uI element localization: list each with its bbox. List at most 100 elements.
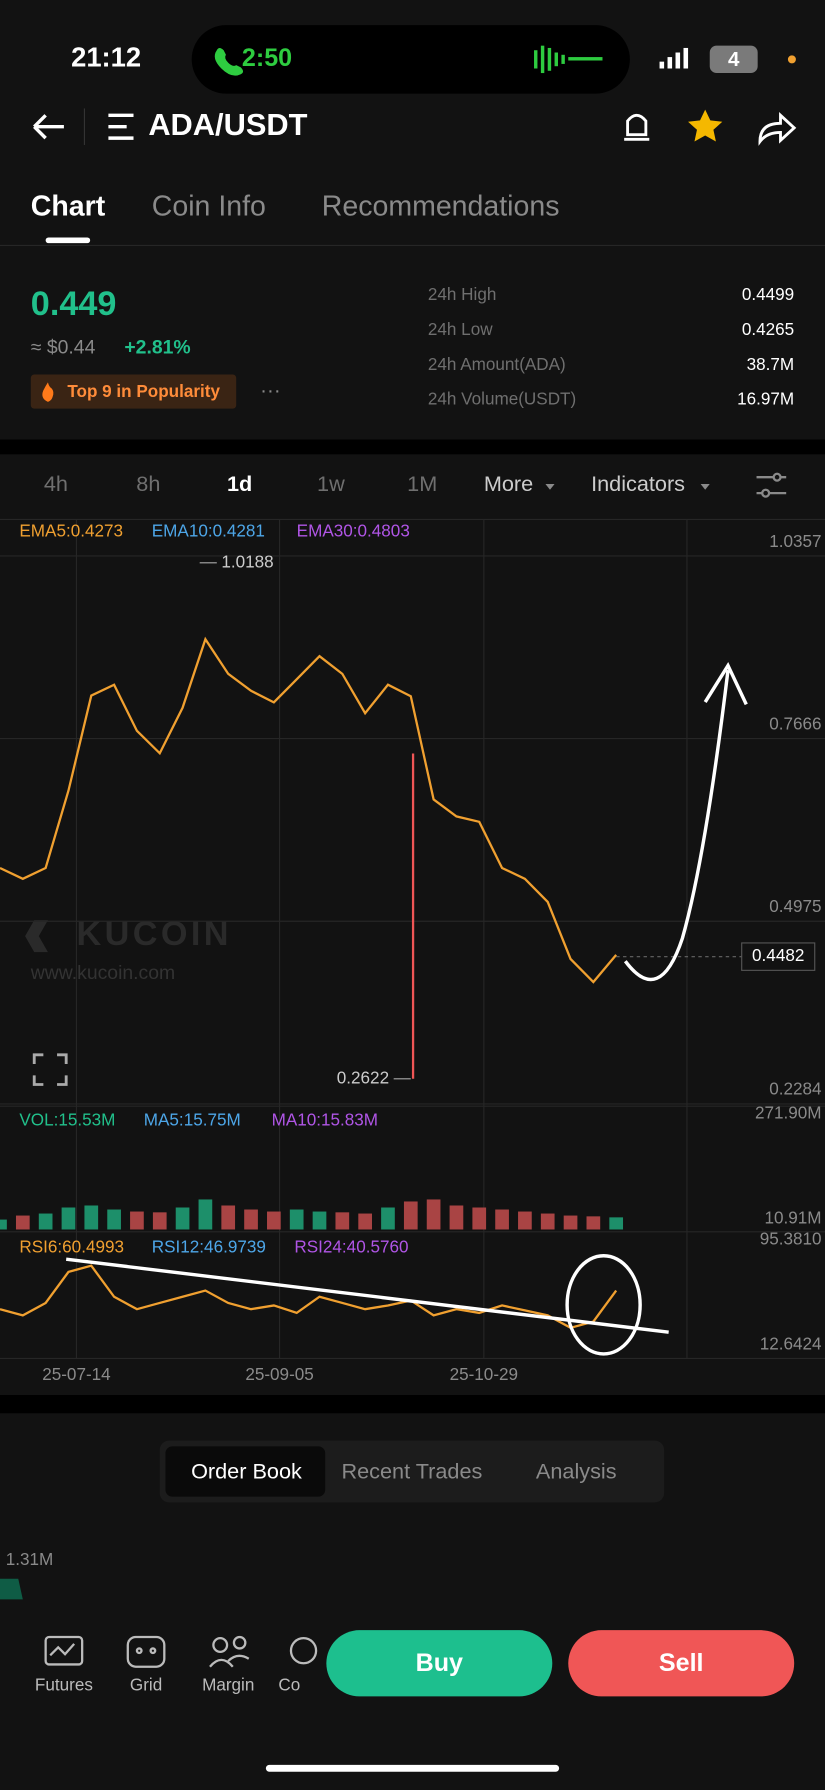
depth-label: 1.31M [6, 1550, 54, 1569]
volume-bar [221, 1205, 236, 1230]
indicator-legend: RSI24:40.5760 [294, 1237, 408, 1256]
popularity-badge[interactable] [30, 374, 237, 409]
rsi-axis-label: 95.3810 [760, 1229, 822, 1248]
volume-bar [358, 1213, 372, 1230]
last-price: 0.449 [31, 285, 117, 323]
volume-bar [335, 1212, 350, 1230]
volume-bar [38, 1213, 53, 1230]
more-button[interactable]: ··· [260, 379, 281, 402]
volume-bar [609, 1217, 624, 1230]
volume-bar [130, 1211, 144, 1230]
tab[interactable]: Coin Info [152, 190, 266, 222]
indicator-legend: EMA30:0.4803 [297, 521, 410, 540]
volume-bar [426, 1199, 441, 1230]
share-button[interactable] [758, 112, 797, 146]
tab-active[interactable]: Chart [31, 190, 106, 222]
stat-label: 24h Volume(USDT) [428, 390, 576, 409]
interval[interactable]: 4h [44, 471, 68, 496]
price-axis-label: 0.7666 [769, 714, 821, 733]
fiat-price: ≈ $0.44 [31, 336, 96, 358]
chart-settings-button[interactable] [756, 472, 787, 498]
volume-bar [107, 1209, 121, 1230]
watermark-url: www.kucoin.com [30, 962, 175, 984]
indicator-legend: EMA5:0.4273 [19, 521, 123, 540]
volume-bar [312, 1211, 327, 1230]
segment-active [165, 1446, 326, 1497]
call-timer: 2:50 [242, 44, 292, 72]
high-label: 1.0188 [221, 552, 273, 571]
rsi-line [0, 1264, 618, 1330]
price-line [0, 636, 618, 984]
interval[interactable]: 1w [317, 471, 345, 496]
price-change: +2.81% [124, 336, 190, 358]
nav-label[interactable]: Margin [202, 1676, 254, 1695]
menu-button[interactable] [108, 113, 134, 140]
home-indicator [265, 1764, 560, 1772]
tab[interactable]: Recommendations [322, 190, 560, 222]
sell-button[interactable] [568, 1630, 795, 1697]
volume-bar [449, 1205, 464, 1230]
buy-label: Buy [416, 1649, 463, 1677]
buy-button[interactable] [326, 1630, 553, 1697]
dropdown-arrow [700, 484, 710, 490]
indicator-legend: RSI6:60.4993 [19, 1237, 124, 1256]
volume-bar [495, 1209, 509, 1230]
volume-bar [152, 1212, 167, 1230]
depth-area [0, 1578, 23, 1600]
volume-bar [84, 1205, 99, 1230]
price-axis-label: 0.2284 [769, 1080, 822, 1099]
stat-label: 24h High [428, 285, 496, 304]
last-price-label: 0.4482 [752, 946, 804, 965]
section-separator [0, 439, 825, 455]
battery-level: 4 [728, 48, 740, 71]
volume-bar [289, 1209, 304, 1230]
indicator-legend: MA5:15.75M [144, 1111, 241, 1130]
volume-bar [244, 1209, 258, 1230]
indicator-legend: RSI12:46.9739 [152, 1237, 266, 1256]
volume-bar [540, 1213, 555, 1230]
segment-label[interactable]: Analysis [536, 1458, 617, 1483]
segment-active-label[interactable]: Order Book [191, 1458, 302, 1483]
nav-label[interactable]: Co [278, 1676, 300, 1695]
volume-bar [175, 1207, 190, 1230]
audio-wave-bars [534, 45, 603, 74]
volume-bar [472, 1207, 487, 1230]
fire-icon [42, 382, 54, 402]
back-button[interactable] [33, 114, 64, 140]
annotation-arrowhead [703, 661, 748, 706]
volume-bar [563, 1215, 578, 1230]
pair-title: ADA/USDT [148, 107, 307, 142]
volume-bar [586, 1216, 601, 1230]
date-label: 25-09-05 [245, 1365, 313, 1384]
interval[interactable]: Indicators [591, 471, 685, 496]
nav-icons [44, 1635, 318, 1668]
alert-button[interactable] [624, 113, 650, 141]
indicator-legend: VOL:15.53M [19, 1111, 115, 1130]
battery [709, 45, 758, 74]
volume-bar [61, 1207, 76, 1230]
interval-active[interactable]: 1d [227, 471, 252, 496]
volume-bar [403, 1201, 418, 1230]
volume-axis-label: 10.91M [765, 1209, 822, 1228]
interval[interactable]: More [484, 471, 533, 496]
stat-label: 24h Amount(ADA) [428, 355, 566, 374]
dropdown-arrow [545, 484, 555, 490]
last-price-box [741, 942, 816, 971]
annotation-circle [565, 1254, 642, 1356]
nav-label[interactable]: Grid [130, 1676, 162, 1695]
interval[interactable]: 8h [136, 471, 160, 496]
indicator-legend: MA10:15.83M [272, 1111, 379, 1130]
mic-indicator [787, 55, 796, 64]
segment-label[interactable]: Recent Trades [341, 1458, 482, 1483]
interval[interactable]: 1M [407, 471, 437, 496]
favorite-button[interactable] [688, 109, 723, 142]
fullscreen-button[interactable] [32, 1053, 68, 1086]
stat-value: 0.4499 [742, 285, 794, 304]
sell-label: Sell [659, 1649, 704, 1677]
stat-value: 0.4265 [742, 320, 794, 339]
volume-bar [0, 1219, 7, 1230]
nav-label[interactable]: Futures [35, 1676, 93, 1695]
annotation-arrow [623, 669, 730, 982]
